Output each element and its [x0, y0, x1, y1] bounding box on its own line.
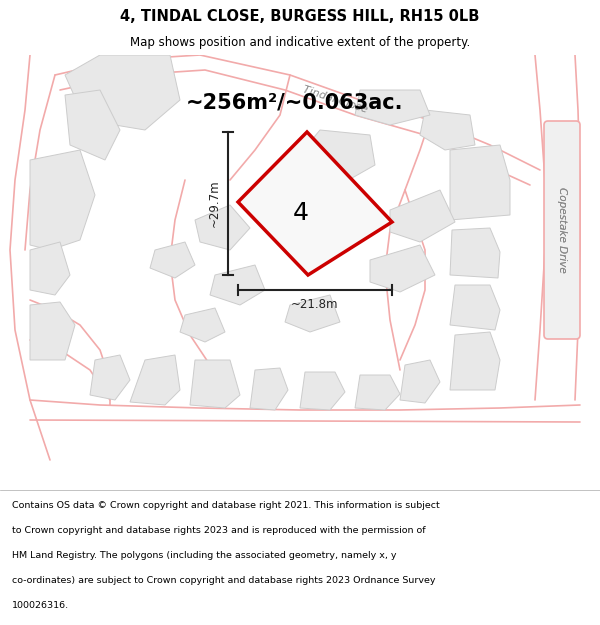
Polygon shape: [450, 228, 500, 278]
Polygon shape: [90, 355, 130, 400]
Polygon shape: [190, 360, 240, 408]
Text: 4, TINDAL CLOSE, BURGESS HILL, RH15 0LB: 4, TINDAL CLOSE, BURGESS HILL, RH15 0LB: [121, 9, 479, 24]
Text: co-ordinates) are subject to Crown copyright and database rights 2023 Ordnance S: co-ordinates) are subject to Crown copyr…: [12, 576, 436, 585]
Polygon shape: [30, 302, 75, 360]
Polygon shape: [150, 242, 195, 278]
Text: 100026316.: 100026316.: [12, 601, 69, 610]
Text: 4: 4: [293, 201, 309, 225]
Polygon shape: [355, 90, 430, 125]
Polygon shape: [238, 132, 392, 275]
Polygon shape: [420, 110, 475, 150]
Polygon shape: [390, 190, 455, 242]
Polygon shape: [400, 360, 440, 403]
Polygon shape: [450, 332, 500, 390]
Polygon shape: [250, 368, 288, 410]
Polygon shape: [195, 205, 250, 250]
Text: ~256m²/~0.063ac.: ~256m²/~0.063ac.: [186, 92, 404, 112]
Polygon shape: [370, 245, 435, 292]
Text: Contains OS data © Crown copyright and database right 2021. This information is : Contains OS data © Crown copyright and d…: [12, 501, 440, 510]
Text: Copestake Drive: Copestake Drive: [557, 187, 567, 273]
Polygon shape: [355, 375, 400, 410]
Polygon shape: [65, 55, 180, 130]
Polygon shape: [30, 242, 70, 295]
Polygon shape: [210, 265, 265, 305]
Text: ~21.8m: ~21.8m: [291, 298, 339, 311]
FancyBboxPatch shape: [544, 121, 580, 339]
Text: ~29.7m: ~29.7m: [208, 180, 221, 228]
Polygon shape: [450, 145, 510, 220]
Polygon shape: [295, 130, 375, 182]
Text: to Crown copyright and database rights 2023 and is reproduced with the permissio: to Crown copyright and database rights 2…: [12, 526, 425, 535]
Text: Copestake Drive: Copestake Drive: [557, 187, 567, 273]
Polygon shape: [285, 295, 340, 332]
Polygon shape: [30, 150, 95, 250]
Polygon shape: [180, 308, 225, 342]
Polygon shape: [65, 90, 120, 160]
Polygon shape: [300, 372, 345, 410]
Polygon shape: [130, 355, 180, 405]
Text: Map shows position and indicative extent of the property.: Map shows position and indicative extent…: [130, 36, 470, 49]
Text: HM Land Registry. The polygons (including the associated geometry, namely x, y: HM Land Registry. The polygons (includin…: [12, 551, 397, 560]
Polygon shape: [450, 285, 500, 330]
Text: Tindal Close: Tindal Close: [301, 85, 369, 115]
